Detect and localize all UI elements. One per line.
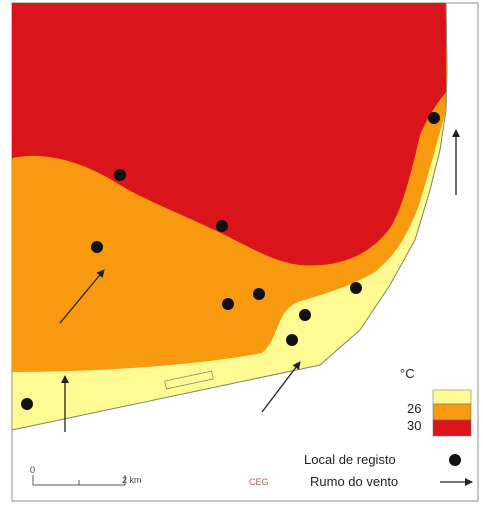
wind-arrows: [59, 129, 460, 432]
station-markers: [21, 112, 440, 410]
legend-swatch-mild: [432, 389, 472, 405]
legend-station-icon: [449, 454, 461, 466]
legend-threshold-26: 26: [407, 401, 421, 416]
hot-zone: [12, 3, 446, 266]
legend-swatch-warm: [432, 403, 472, 421]
station-marker: [216, 220, 228, 232]
scale-bar-end: 2 km: [122, 475, 142, 485]
legend-unit: °C: [400, 366, 415, 381]
scale-bar-start: 0: [30, 465, 35, 475]
islet: [164, 370, 214, 390]
station-marker: [91, 241, 103, 253]
station-marker: [253, 288, 265, 300]
station-marker: [350, 282, 362, 294]
legend-wind-label: Rumo do vento: [310, 474, 398, 489]
station-marker: [222, 298, 234, 310]
station-marker: [21, 398, 33, 410]
station-marker: [428, 112, 440, 124]
legend-swatch-hot: [432, 419, 472, 437]
wind-arrow: [261, 361, 301, 413]
legend-station-label: Local de registo: [304, 452, 396, 467]
scale-bar: 0 2 km: [30, 465, 142, 486]
map-credit: CEG: [249, 477, 269, 487]
legend-threshold-30: 30: [407, 418, 421, 433]
station-marker: [114, 169, 126, 181]
station-marker: [286, 334, 298, 346]
wind-arrow: [59, 269, 105, 324]
legend: °C 26 30 Local de registo Rumo do vento: [304, 366, 473, 489]
coastline: [11, 2, 448, 431]
station-marker: [299, 309, 311, 321]
